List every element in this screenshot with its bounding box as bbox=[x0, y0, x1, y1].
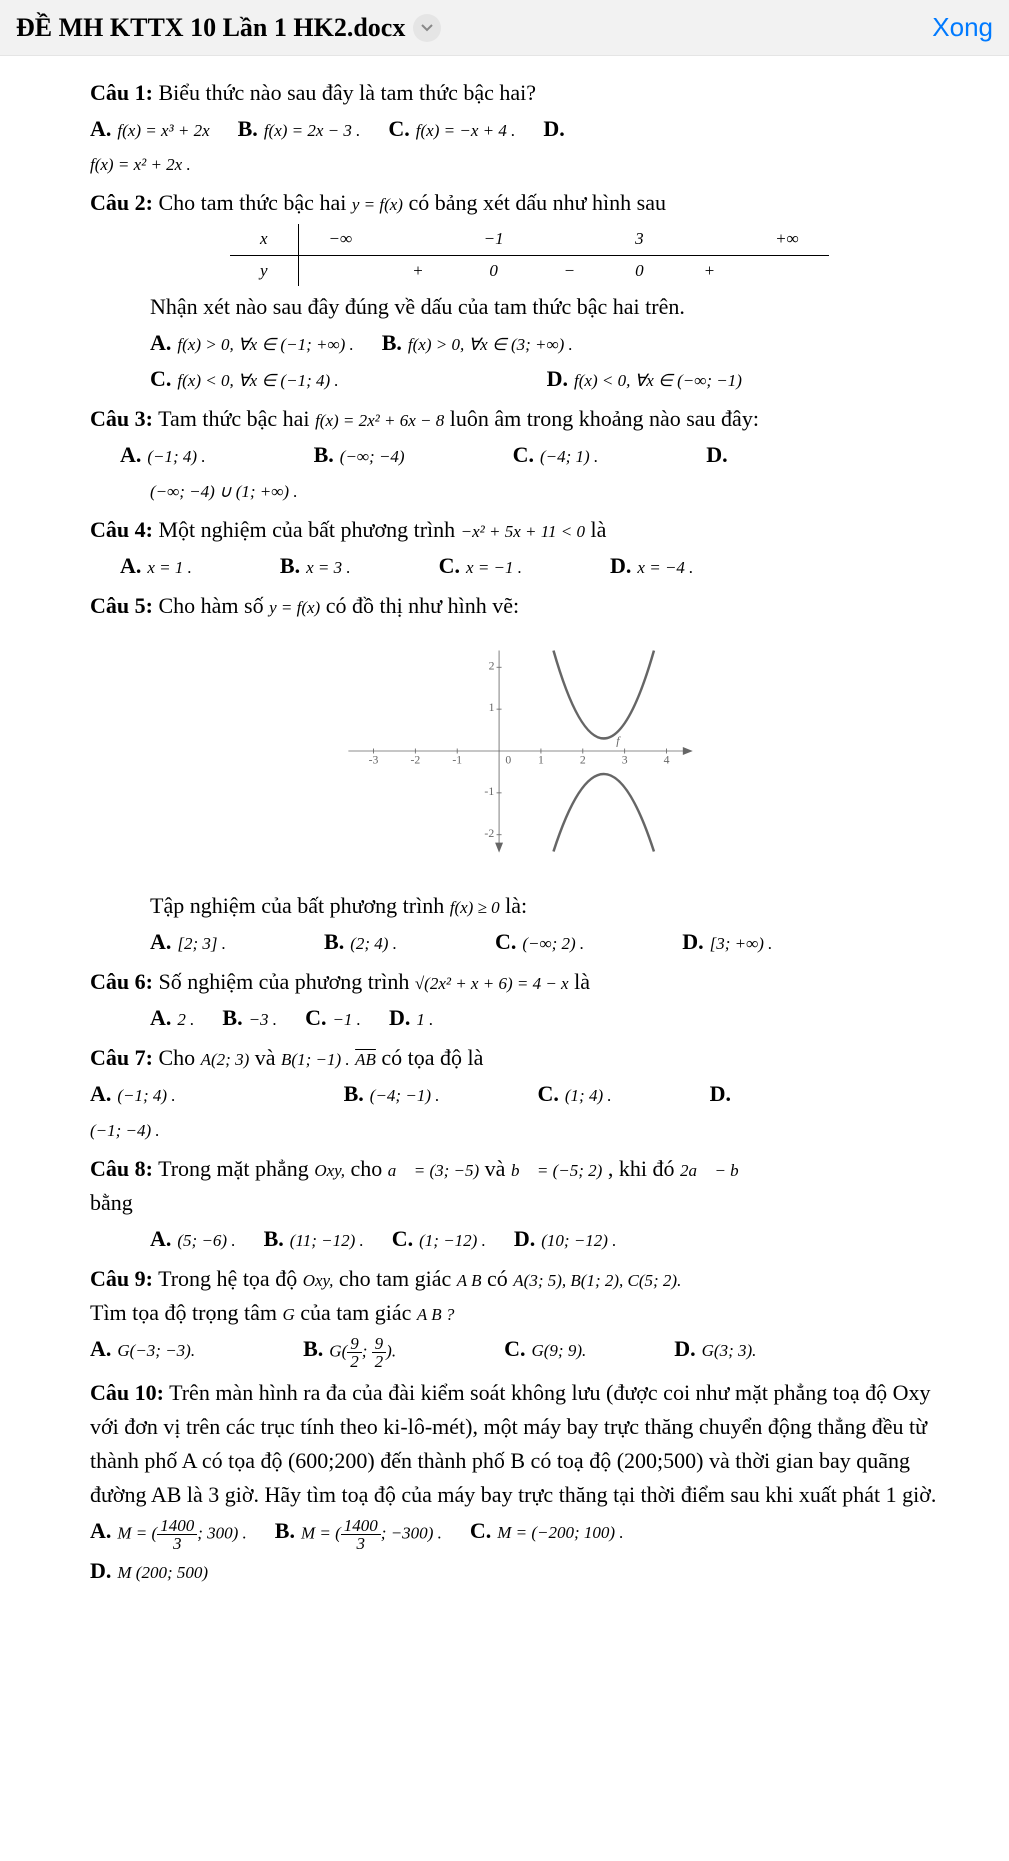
header: ĐỀ MH KTTX 10 Lần 1 HK2.docx Xong bbox=[0, 0, 1009, 56]
svg-text:-1: -1 bbox=[452, 753, 462, 766]
q1-text: Biểu thức nào sau đây là tam thức bậc ha… bbox=[158, 80, 536, 105]
question-5: Câu 5: Cho hàm số y = f(x) có đồ thị như… bbox=[90, 589, 949, 623]
opt-b: B. bbox=[238, 112, 258, 146]
sign-table: x −∞ −1 3 +∞ y + 0 − 0 + bbox=[230, 224, 949, 286]
question-10: Câu 10: Trên màn hình ra đa của đài kiểm… bbox=[90, 1376, 949, 1512]
q1-title: Câu 1: bbox=[90, 80, 153, 105]
q1-a: f(x) = x³ + 2x bbox=[117, 118, 209, 144]
question-8: Câu 8: Trong mặt phẳng Oxy, cho a⃗ = (3;… bbox=[90, 1152, 949, 1186]
svg-text:-3: -3 bbox=[368, 753, 378, 766]
q9-b: G(92; 92). bbox=[329, 1335, 396, 1370]
tbl-y: y bbox=[230, 255, 298, 286]
svg-text:2: 2 bbox=[488, 659, 494, 672]
q1-options: A.f(x) = x³ + 2x B.f(x) = 2x − 3 . C. f(x… bbox=[90, 112, 949, 146]
question-7: Câu 7: Cho A(2; 3) và B(1; −1) . AB có t… bbox=[90, 1041, 949, 1075]
question-6: Câu 6: Số nghiệm của phương trình √(2x² … bbox=[90, 965, 949, 999]
q2-options: A.f(x) > 0, ∀x ∈ (−1; +∞) . B.f(x) > 0, … bbox=[150, 326, 949, 360]
svg-text:0: 0 bbox=[505, 753, 511, 766]
q2-text2: có bảng xét dấu như hình sau bbox=[408, 190, 666, 215]
svg-text:3: 3 bbox=[621, 753, 627, 766]
chevron-down-icon[interactable] bbox=[413, 14, 441, 42]
q2-title: Câu 2: bbox=[90, 190, 153, 215]
svg-text:-2: -2 bbox=[484, 827, 494, 840]
graph: -3 -2 -1 0 1 2 3 4 1 2 -1 -2 f bbox=[90, 631, 949, 881]
done-button[interactable]: Xong bbox=[932, 12, 993, 43]
opt-d-label: D. bbox=[543, 112, 564, 146]
file-title: ĐỀ MH KTTX 10 Lần 1 HK2.docx bbox=[16, 13, 405, 43]
svg-text:1: 1 bbox=[488, 701, 494, 714]
opt-a: A. bbox=[90, 112, 111, 146]
svg-text:f: f bbox=[616, 735, 621, 748]
header-title-wrap: ĐỀ MH KTTX 10 Lần 1 HK2.docx bbox=[16, 13, 441, 43]
q2-text: Cho tam thức bậc hai bbox=[158, 190, 346, 215]
q2-line2: Nhận xét nào sau đây đúng về dấu của tam… bbox=[150, 290, 949, 324]
svg-text:4: 4 bbox=[663, 753, 669, 766]
svg-text:2: 2 bbox=[579, 753, 585, 766]
q10-a: M = (14003; 300) . bbox=[117, 1517, 246, 1552]
svg-text:-1: -1 bbox=[484, 785, 494, 798]
question-1: Câu 1: Biểu thức nào sau đây là tam thức… bbox=[90, 76, 949, 110]
document-body: Câu 1: Biểu thức nào sau đây là tam thức… bbox=[0, 56, 1009, 1628]
q1-d: f(x) = x² + 2x . bbox=[90, 155, 191, 174]
q10-b: M = (14003; −300) . bbox=[301, 1517, 442, 1552]
svg-text:-2: -2 bbox=[410, 753, 420, 766]
q1-b: f(x) = 2x − 3 . bbox=[264, 118, 361, 144]
tbl-x: x bbox=[230, 224, 298, 255]
question-4: Câu 4: Một nghiệm của bất phương trình −… bbox=[90, 513, 949, 547]
q2-yfx: y = f(x) bbox=[352, 195, 403, 214]
svg-text:1: 1 bbox=[538, 753, 544, 766]
question-9: Câu 9: Trong hệ tọa độ Oxy, cho tam giác… bbox=[90, 1262, 949, 1296]
question-2: Câu 2: Cho tam thức bậc hai y = f(x) có … bbox=[90, 186, 949, 220]
question-3: Câu 3: Tam thức bậc hai f(x) = 2x² + 6x … bbox=[90, 402, 949, 436]
opt-c: C. bbox=[388, 112, 409, 146]
parabola-graph: -3 -2 -1 0 1 2 3 4 1 2 -1 -2 f bbox=[340, 631, 700, 871]
q1-c: f(x) = −x + 4 . bbox=[416, 118, 516, 144]
